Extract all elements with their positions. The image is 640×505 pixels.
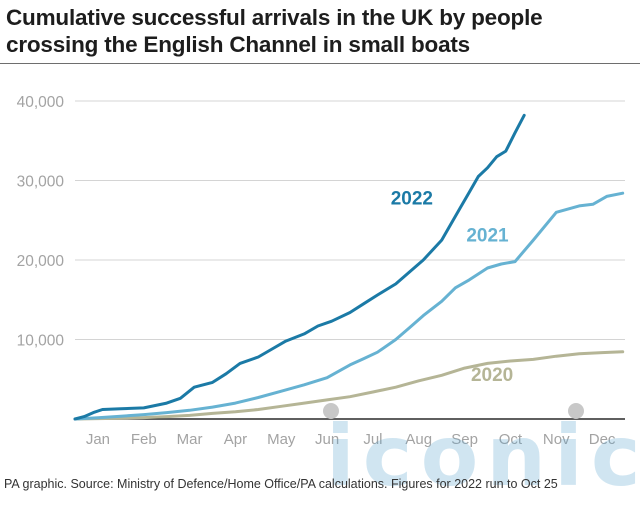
series-line-2022: [73, 113, 526, 421]
x-tick-label: Oct: [499, 431, 523, 448]
series-label-2021: 2021: [466, 226, 509, 247]
x-tick-label: Nov: [543, 431, 570, 448]
series-label-2020: 2020: [471, 365, 513, 386]
y-tick-label: 10,000: [17, 333, 65, 350]
watermark-dot: [323, 403, 339, 419]
series-labels: 2022 2021 2020: [391, 188, 513, 385]
x-tick-label: Feb: [131, 431, 157, 448]
x-tick-label: Jan: [86, 431, 110, 448]
grid: [75, 100, 625, 420]
y-tick-label: 30,000: [17, 174, 65, 191]
x-tick-label: Dec: [589, 431, 616, 448]
x-tick-label: Jul: [363, 431, 382, 448]
x-tick-label: Sep: [451, 431, 478, 448]
watermark-dot: [568, 403, 584, 419]
series-label-2022: 2022: [391, 188, 433, 209]
x-tick-label: Jun: [315, 431, 339, 448]
y-tick-label: 40,000: [17, 94, 65, 111]
y-tick-label: 20,000: [17, 253, 65, 270]
watermark-logo: iconic: [326, 407, 640, 505]
x-tick-label: Mar: [177, 431, 203, 448]
series-line-2020: [73, 350, 625, 421]
x-tick-label: May: [267, 431, 296, 448]
chart-title: Cumulative successful arrivals in the UK…: [6, 5, 543, 57]
x-axis: Jan Feb Mar Apr May Jun Jul Aug Sep Oct Nov Dec: [86, 431, 616, 448]
x-tick-label: Aug: [405, 431, 432, 448]
source-note: PA graphic. Source: Ministry of Defence/…: [4, 477, 558, 491]
series-line-2021: [73, 191, 625, 421]
title-divider: [0, 63, 640, 64]
series-lines: [73, 113, 625, 421]
x-tick-label: Apr: [224, 431, 247, 448]
y-axis: 10,000 20,000 30,000 40,000: [17, 94, 65, 350]
